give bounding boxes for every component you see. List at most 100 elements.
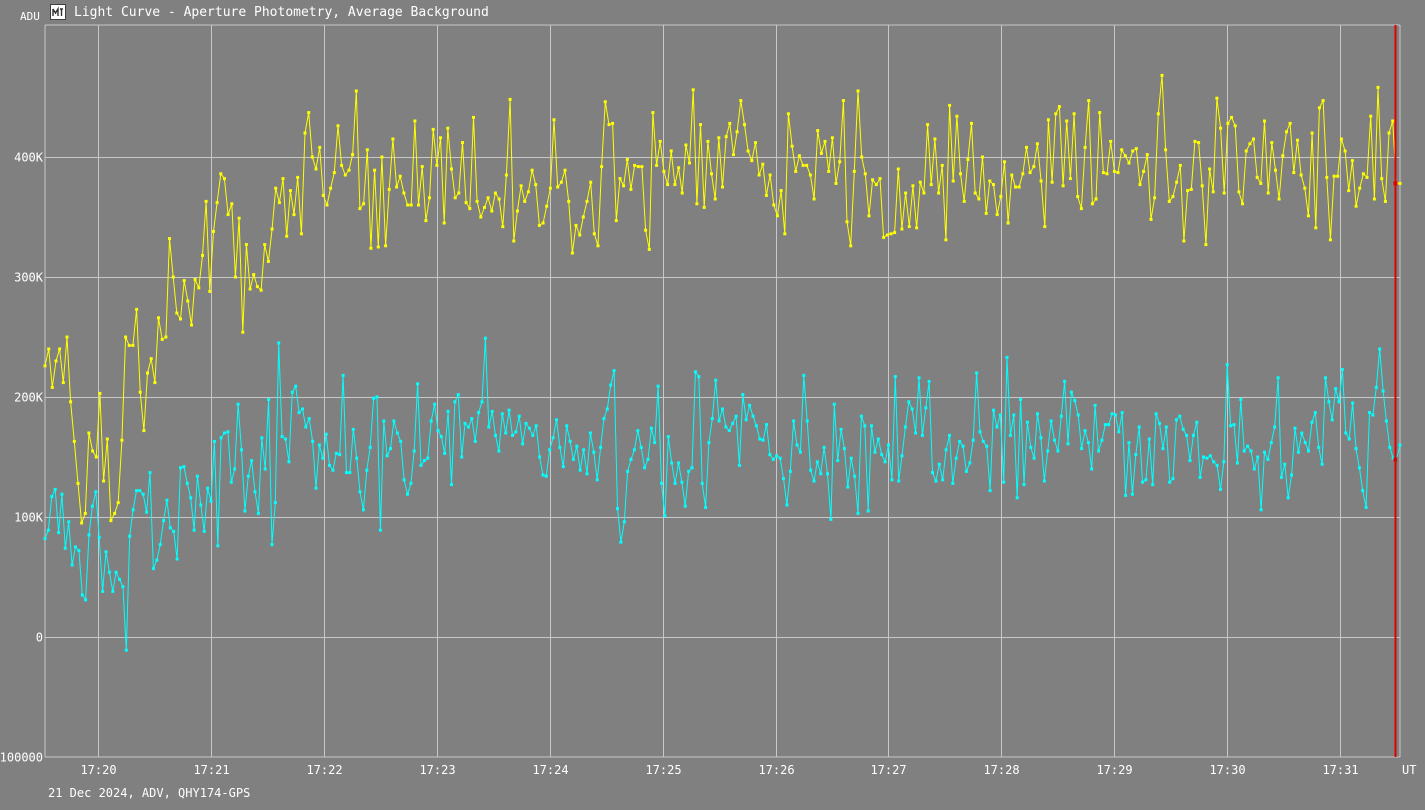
data-point	[402, 191, 406, 195]
data-point	[700, 481, 704, 485]
data-point	[431, 127, 435, 131]
data-point	[118, 577, 121, 581]
data-point	[83, 511, 87, 515]
data-point	[398, 174, 402, 178]
data-point	[778, 456, 782, 460]
data-point	[334, 451, 338, 455]
data-point	[761, 438, 765, 442]
data-point	[507, 408, 511, 412]
data-point	[829, 517, 833, 521]
data-point	[428, 196, 431, 200]
x-tick-label: 17:21	[193, 763, 229, 777]
data-point	[544, 474, 548, 478]
data-point	[548, 186, 552, 190]
data-point	[201, 253, 204, 257]
data-point	[751, 414, 755, 418]
data-point	[592, 450, 596, 454]
data-point	[732, 153, 735, 157]
data-point	[43, 537, 47, 541]
data-point	[846, 485, 850, 489]
data-point	[1093, 403, 1097, 407]
data-point	[1083, 429, 1087, 433]
data-point	[644, 228, 648, 232]
data-point	[959, 172, 962, 176]
data-point	[1164, 148, 1168, 152]
data-point	[1022, 483, 1026, 487]
data-point	[863, 172, 867, 176]
data-point	[212, 229, 215, 233]
data-point	[1324, 376, 1327, 380]
data-point	[94, 455, 98, 459]
data-point	[483, 336, 487, 340]
data-point	[926, 123, 930, 127]
data-point	[1259, 508, 1263, 512]
cursor-marker	[1393, 181, 1398, 186]
data-point	[1361, 489, 1365, 493]
data-point	[1225, 363, 1229, 367]
data-point	[574, 223, 578, 227]
data-point	[614, 219, 618, 223]
data-point	[625, 157, 629, 161]
time-cursor[interactable]	[1393, 25, 1398, 757]
data-point	[570, 251, 574, 255]
data-point	[233, 275, 237, 279]
data-point	[204, 199, 208, 203]
data-point	[1073, 399, 1077, 403]
data-point	[1241, 202, 1244, 206]
data-point	[968, 461, 972, 465]
data-point	[887, 443, 890, 447]
data-point	[517, 414, 521, 418]
data-point	[1242, 449, 1246, 453]
data-point	[1076, 195, 1080, 199]
data-point	[1239, 397, 1243, 401]
data-point	[1279, 475, 1283, 479]
data-point	[294, 384, 298, 388]
data-point	[171, 275, 175, 279]
data-point	[135, 489, 138, 493]
data-point	[1063, 379, 1067, 383]
data-point	[1270, 141, 1274, 145]
data-point	[304, 425, 308, 429]
data-point	[1336, 174, 1340, 178]
data-point	[1321, 99, 1325, 103]
data-point	[931, 471, 934, 475]
data-point	[375, 395, 379, 399]
data-point	[852, 169, 856, 173]
data-point	[643, 466, 647, 470]
data-point	[603, 100, 607, 104]
data-point	[724, 135, 728, 139]
data-point	[162, 519, 166, 523]
data-point	[439, 136, 442, 140]
y-tick-label: 300K	[14, 271, 44, 285]
data-point	[871, 178, 875, 182]
data-point	[1219, 126, 1223, 130]
data-point	[612, 369, 616, 373]
data-point	[515, 209, 519, 213]
data-point	[885, 233, 889, 237]
data-point	[1149, 217, 1153, 221]
data-point	[1003, 160, 1006, 164]
x-tick-label: 17:28	[983, 763, 1019, 777]
data-point	[859, 414, 863, 418]
data-point	[551, 436, 555, 440]
data-point	[504, 173, 508, 177]
data-point	[1273, 425, 1277, 429]
data-point	[310, 155, 314, 159]
data-point	[827, 169, 831, 173]
light-curve-app-icon[interactable]	[50, 4, 66, 20]
data-point	[1042, 479, 1046, 483]
data-point	[288, 189, 292, 193]
data-point	[199, 503, 203, 507]
data-point	[666, 435, 670, 439]
data-point	[999, 195, 1003, 199]
data-point	[402, 478, 406, 482]
data-point	[1079, 207, 1083, 211]
data-point	[409, 203, 413, 207]
data-point	[1101, 171, 1105, 175]
data-point	[424, 219, 428, 223]
data-point	[812, 479, 816, 483]
x-tick-label: 17:29	[1096, 763, 1132, 777]
data-point	[1195, 420, 1199, 424]
data-point	[53, 487, 57, 491]
